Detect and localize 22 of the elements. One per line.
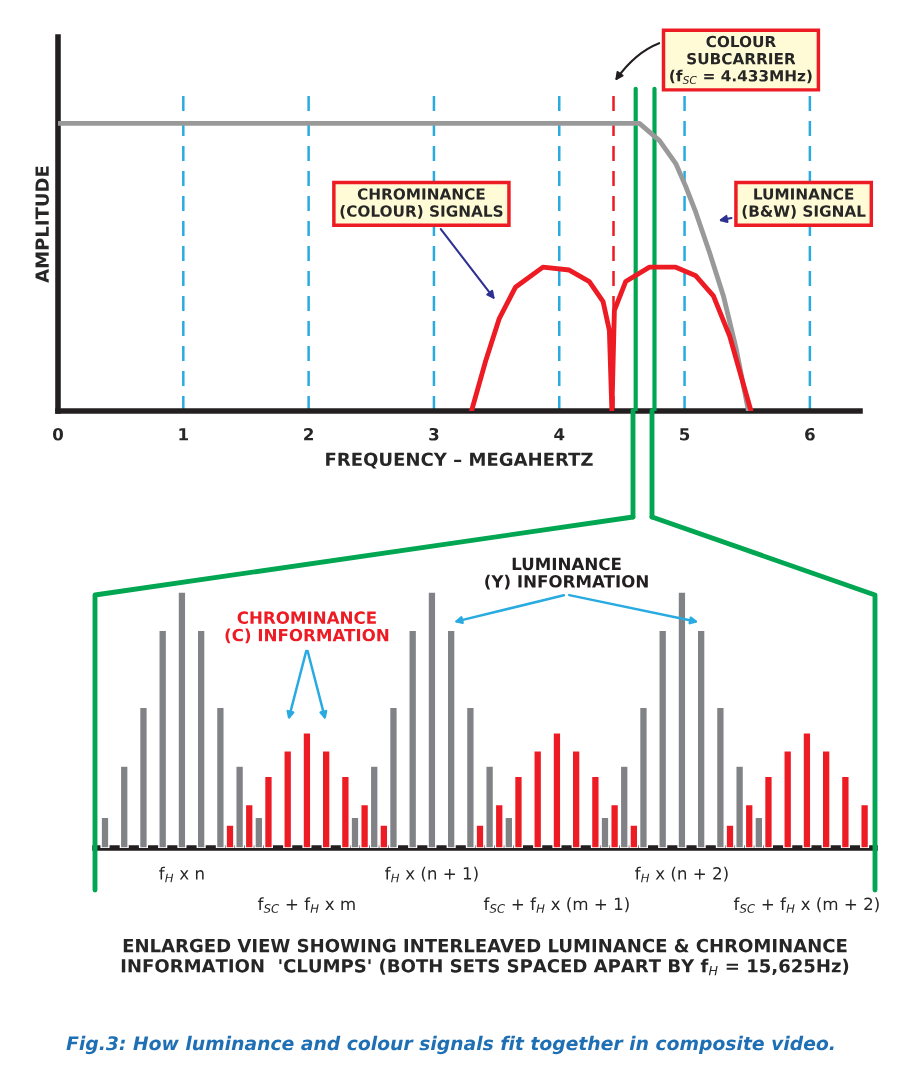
x-tick-label: f$_{SC}$ + f$_{H}$ x (m + 2) [733,897,879,913]
x-tick-label: f$_{H}$ x (n + 1) [385,866,478,883]
x-tick-label: 6 [805,427,815,441]
text: CHROMINANCE (COLOUR) SIGNALS [340,188,503,219]
y-axis-title: AMPLITUDE [35,166,49,283]
x-tick-label: 4 [554,428,565,441]
x-tick-label: f$_{SC}$ + f$_{H}$ x m [257,897,355,913]
x-tick-label: f$_{SC}$ + f$_{H}$ x (m + 1) [483,897,629,913]
x-tick-label: 2 [304,427,313,441]
text: CHROMINANCE (C) INFORMATION [225,611,389,644]
ref-line-label: COLOUR SUBCARRIER (f$_{SC}$ = 4.433MHz) [670,35,812,84]
x-tick-label: 5 [680,428,690,441]
x-tick-label: 1 [179,428,188,441]
caption: Fig.3: How luminance and colour signals fit together in composite video. [66,1035,834,1055]
x-tick-label: f$_{H}$ x n [159,866,204,883]
x-axis-title: FREQUENCY – MEGAHERTZ [326,452,593,469]
x-axis-title: ENLARGED VIEW SHOWING INTERLEAVED LUMINANCE & CHROMINANCE INFORMATION 'CLUMPS' (BOTH SETS SPACED APART BY f$_{H}$ = 15,625Hz) [121,938,849,976]
x-tick-label: 3 [429,427,439,441]
series-label: LUMINANCE (Y) INFORMATION [485,557,648,590]
text: LUMINANCE (B&W) SIGNAL [742,188,866,219]
x-tick-label: 0 [53,427,63,441]
x-tick-label: f$_{H}$ x (n + 2) [635,866,728,883]
